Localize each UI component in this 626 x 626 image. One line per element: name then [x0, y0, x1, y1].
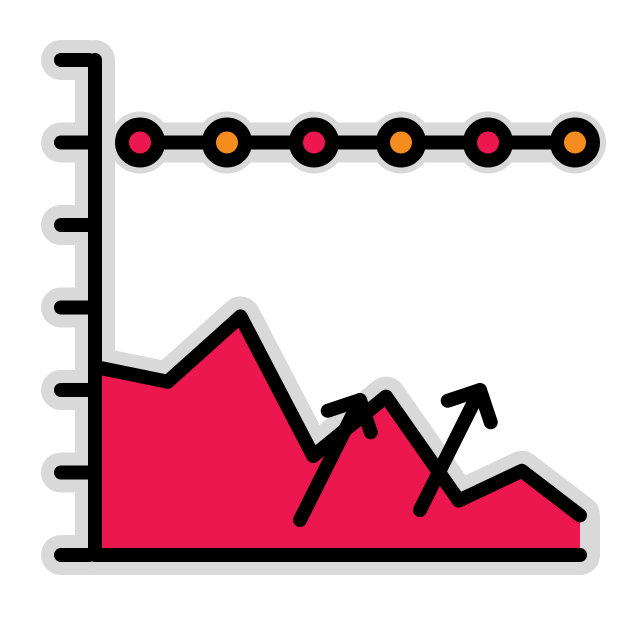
- dot-orange: [557, 125, 593, 161]
- dot-pink: [122, 125, 158, 161]
- dot-orange: [383, 125, 419, 161]
- dot-pink: [470, 125, 506, 161]
- dot-orange: [209, 125, 245, 161]
- dot-pink: [296, 125, 332, 161]
- area-chart-icon: [0, 0, 626, 626]
